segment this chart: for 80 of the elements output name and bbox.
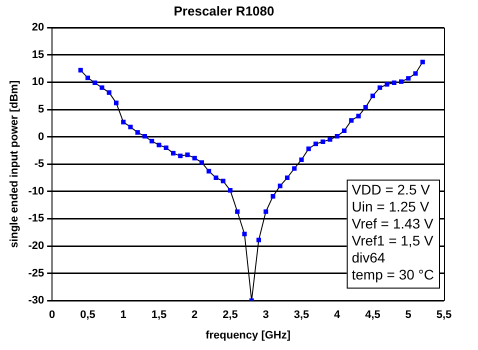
- y-tick-label: 5: [38, 104, 44, 116]
- point: [284, 175, 290, 180]
- point: [370, 94, 376, 98]
- x-tick-label: 0: [49, 309, 56, 322]
- point: [228, 188, 233, 193]
- y-tick-label: -25: [28, 267, 44, 280]
- annotation: Uin = 1.25 V: [352, 198, 430, 214]
- x-tick-label: 3,5: [294, 309, 310, 322]
- point: [242, 232, 247, 236]
- point: [278, 184, 282, 188]
- point: [164, 145, 168, 150]
- point: [150, 138, 154, 144]
- point: [135, 130, 140, 135]
- x-tick-label: 2: [192, 309, 198, 322]
- y-tick-label: -10: [28, 185, 44, 198]
- point: [214, 175, 218, 180]
- point: [334, 134, 340, 139]
- y-tick-label: -15: [28, 212, 44, 225]
- point: [92, 80, 98, 86]
- x-tick-label: 5,5: [436, 309, 452, 322]
- point: [328, 137, 332, 142]
- point: [420, 60, 425, 64]
- point: [199, 160, 204, 165]
- point: [121, 120, 126, 124]
- point: [100, 85, 104, 90]
- annotation: VDD = 2.5 V: [352, 181, 431, 198]
- point: [128, 124, 133, 130]
- x-tick-label: 1,5: [151, 309, 167, 322]
- y-tick-label: 15: [32, 48, 44, 61]
- point: [142, 134, 147, 139]
- point: [264, 209, 268, 214]
- point: [256, 238, 262, 242]
- y-tick-label: -5: [34, 158, 44, 170]
- point: [413, 71, 418, 76]
- point: [392, 80, 396, 86]
- point: [356, 114, 361, 118]
- y-axis-title: single ended input power [dBm]: [8, 80, 21, 248]
- x-tick-label: 1: [120, 309, 126, 322]
- chart-title: Prescaler R1080: [174, 3, 274, 18]
- point: [313, 142, 318, 146]
- point: [378, 85, 382, 90]
- y-tick-label: 0: [38, 130, 44, 143]
- x-tick-label: 4: [334, 309, 342, 322]
- annotation: Vref = 1.43 V: [352, 215, 434, 232]
- point: [270, 194, 276, 199]
- y-tick-label: 20: [32, 22, 44, 34]
- point: [349, 118, 354, 123]
- point: [292, 166, 297, 171]
- x-tick-label: 4,5: [365, 309, 380, 322]
- x-axis-title: frequency [GHz]: [206, 329, 291, 342]
- annotation: div64: [352, 249, 386, 266]
- point: [185, 152, 190, 158]
- point: [114, 100, 118, 106]
- point: [299, 157, 304, 162]
- point: [220, 178, 226, 184]
- x-tick-label: 5: [405, 309, 412, 322]
- point: [235, 209, 240, 214]
- point: [406, 76, 411, 81]
- point: [192, 156, 197, 160]
- point: [384, 82, 390, 87]
- point: [170, 150, 176, 156]
- x-tick-label: 0,5: [80, 309, 96, 322]
- point: [206, 168, 212, 174]
- point: [156, 142, 162, 148]
- point: [78, 68, 83, 72]
- point: [398, 79, 404, 84]
- x-tick-label: 3: [262, 309, 269, 322]
- annotation: Vref1 = 1,5 V: [352, 232, 434, 248]
- x-tick-label: 2,5: [222, 309, 238, 322]
- y-tick-label: -30: [28, 294, 44, 307]
- point: [342, 128, 347, 134]
- y-tick-label: -20: [28, 240, 44, 252]
- point: [106, 90, 112, 95]
- y-tick-label: 10: [32, 76, 44, 88]
- point: [363, 105, 368, 110]
- annotation: temp = 30 °C: [352, 266, 434, 282]
- point: [85, 76, 90, 80]
- point: [320, 139, 326, 144]
- point: [306, 146, 311, 152]
- point: [178, 154, 183, 158]
